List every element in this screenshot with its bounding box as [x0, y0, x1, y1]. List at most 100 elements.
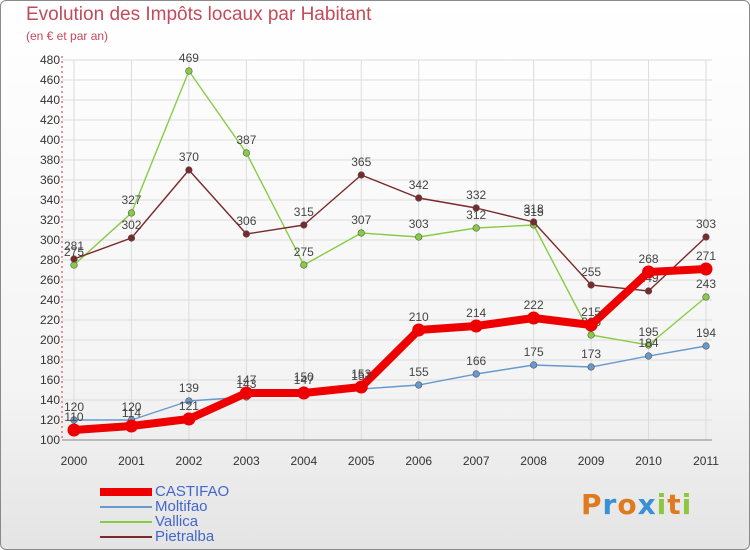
series-line-moltifao — [73, 345, 707, 421]
data-point — [124, 419, 138, 433]
data-point — [357, 229, 365, 237]
x-tick-label: 2010 — [635, 454, 662, 468]
data-point — [642, 265, 656, 279]
data-point — [469, 319, 483, 333]
data-point — [644, 352, 653, 360]
data-point — [70, 416, 78, 424]
y-tick-label: 280 — [40, 253, 60, 267]
data-label: 370 — [179, 150, 199, 164]
y-tick-label: 340 — [40, 193, 60, 207]
logo-letter: r — [602, 488, 618, 521]
data-point — [587, 281, 595, 289]
data-point — [587, 363, 595, 371]
legend-swatch — [100, 536, 152, 538]
data-point — [415, 194, 423, 202]
legend-swatch — [100, 521, 152, 523]
data-point — [182, 412, 196, 426]
y-tick-label: 120 — [40, 413, 60, 427]
data-label: 281 — [64, 239, 84, 253]
y-tick-label: 440 — [40, 93, 60, 107]
page-title: Evolution des Impôts locaux par Habitant — [26, 4, 372, 25]
data-point — [530, 218, 538, 226]
data-label: 243 — [696, 277, 716, 291]
data-point — [702, 342, 710, 350]
data-point — [239, 386, 253, 400]
y-tick-label: 260 — [40, 273, 60, 287]
data-point — [530, 361, 538, 369]
data-point — [472, 204, 480, 212]
data-label: 147 — [294, 373, 314, 387]
x-tick-label: 2003 — [233, 454, 260, 468]
data-point — [472, 224, 480, 232]
data-label: 318 — [524, 202, 544, 216]
logo-letter: o — [617, 488, 638, 521]
data-label: 365 — [351, 155, 371, 169]
x-tick-label: 2011 — [693, 454, 719, 468]
data-label: 271 — [696, 249, 716, 263]
data-label: 139 — [179, 381, 199, 395]
x-tick-label: 2005 — [348, 454, 375, 468]
y-tick-label: 360 — [40, 173, 60, 187]
data-label: 173 — [581, 347, 601, 361]
data-point — [185, 166, 193, 174]
data-label: 303 — [409, 217, 429, 231]
y-tick-label: 480 — [40, 53, 60, 67]
data-point — [242, 149, 250, 157]
data-label: 184 — [639, 336, 659, 350]
data-label: 222 — [524, 298, 544, 312]
data-point — [702, 233, 710, 241]
x-tick-label: 2007 — [463, 454, 490, 468]
data-label: 306 — [236, 214, 256, 228]
y-tick-label: 400 — [40, 133, 60, 147]
data-label: 210 — [409, 310, 429, 324]
data-label: 120 — [64, 400, 84, 414]
data-label: 302 — [121, 218, 141, 232]
data-point — [357, 171, 365, 179]
data-point — [300, 221, 308, 229]
logo-letter: x — [637, 488, 657, 521]
data-label: 315 — [524, 205, 544, 219]
x-tick-label: 2002 — [176, 454, 203, 468]
y-tick-label: 240 — [40, 293, 60, 307]
data-label: 342 — [409, 178, 429, 192]
data-point — [699, 262, 713, 276]
data-label: 275 — [64, 245, 84, 259]
data-label: 387 — [236, 133, 256, 147]
y-tick-label: 200 — [40, 333, 60, 347]
data-point — [127, 209, 136, 217]
legend-swatch — [100, 488, 152, 496]
y-tick-label: 140 — [40, 393, 60, 407]
y-tick-label: 320 — [40, 213, 60, 227]
series-line-vallica — [73, 70, 707, 346]
series-line-pietralba — [73, 169, 707, 292]
y-tick-label: 100 — [40, 433, 60, 447]
x-tick-label: 2000 — [61, 454, 88, 468]
data-point — [185, 67, 193, 75]
data-label: 147 — [236, 373, 256, 387]
logo-letter: t — [667, 488, 682, 521]
chart-subtitle: (en € et par an) — [26, 29, 109, 43]
series-line-castifao — [70, 265, 710, 434]
logo-letter: i — [681, 488, 693, 521]
proxiti-logo: Proxiti — [581, 488, 692, 521]
data-point — [185, 397, 193, 405]
data-point — [587, 331, 595, 339]
data-label: 327 — [121, 193, 141, 207]
legend-swatch — [100, 506, 152, 508]
x-tick-label: 2006 — [405, 454, 432, 468]
data-point — [644, 341, 653, 349]
data-point — [644, 287, 653, 295]
data-label: 121 — [179, 399, 199, 413]
data-label: 114 — [122, 406, 141, 420]
legend-label: Moltifao — [155, 498, 208, 515]
data-label: 150 — [294, 370, 314, 384]
legend-label: Vallica — [155, 513, 199, 530]
data-point — [472, 370, 480, 378]
logo-letter: i — [656, 488, 668, 521]
data-label: 143 — [236, 377, 256, 391]
data-label: 153 — [351, 367, 371, 381]
data-label: 214 — [466, 306, 486, 320]
data-label: 275 — [294, 245, 314, 259]
y-tick-label: 300 — [40, 233, 60, 247]
data-label: 195 — [639, 325, 659, 339]
